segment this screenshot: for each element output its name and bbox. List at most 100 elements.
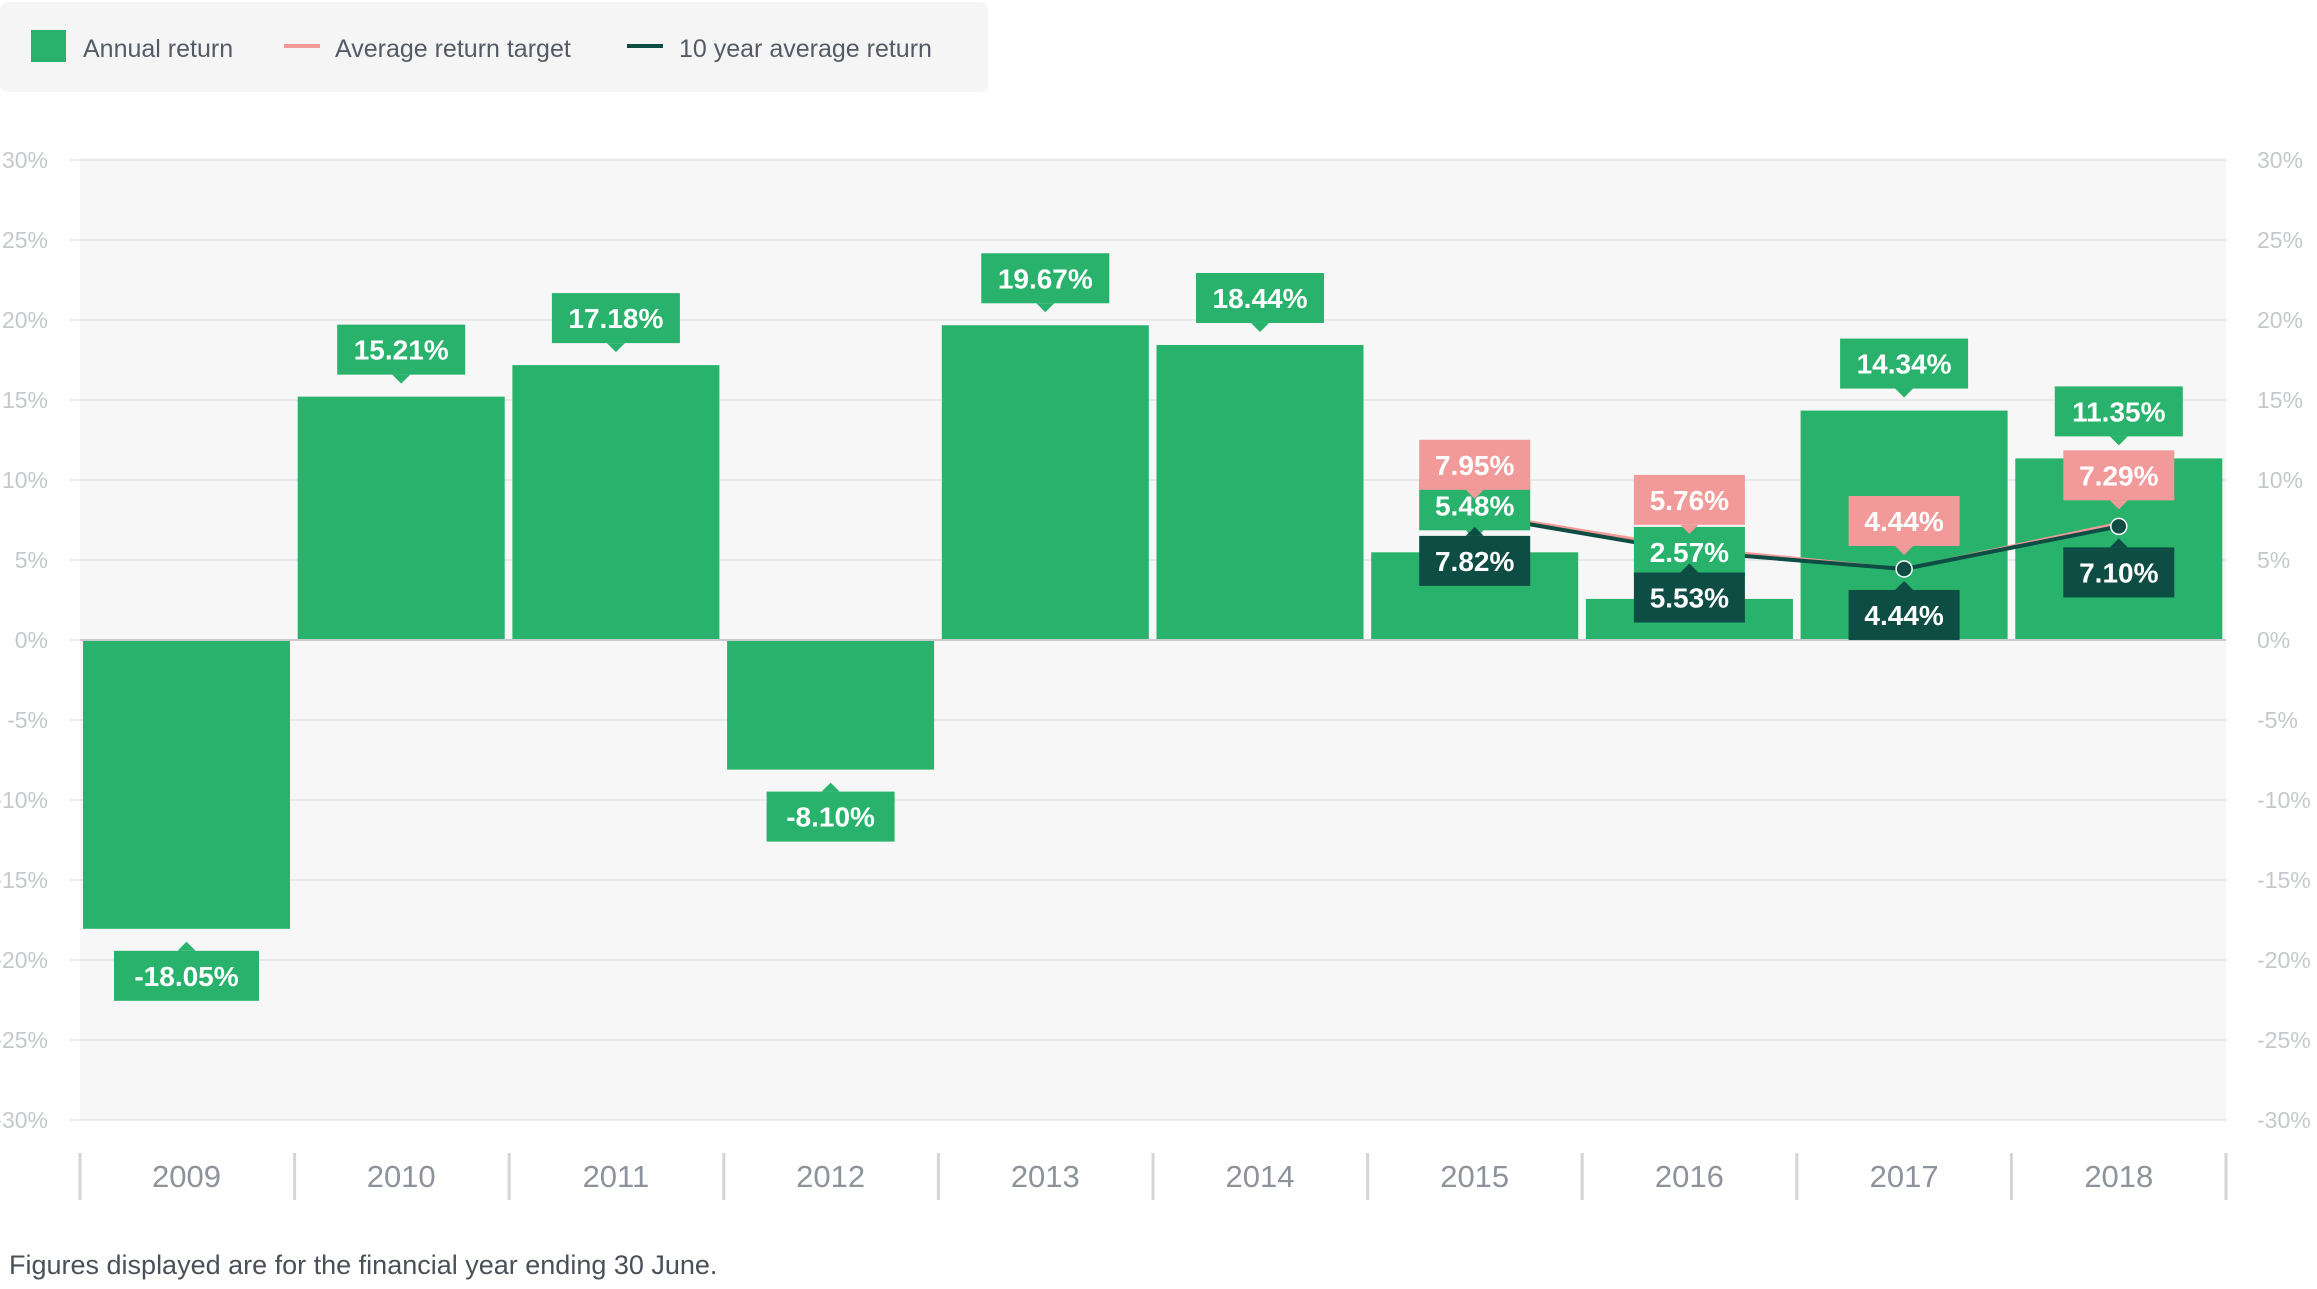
annual-return-label: -8.10% <box>786 802 875 833</box>
y-tick-label-left: 15% <box>2 387 48 413</box>
annual-return-label-pointer <box>821 782 840 792</box>
average-return-target-label-box <box>2063 450 2175 501</box>
y-tick-label-right: -15% <box>2257 867 2311 893</box>
annual-return-label: 19.67% <box>998 263 1093 294</box>
annual-return-bar <box>512 365 720 640</box>
annual-return-label-box <box>551 293 680 344</box>
y-tick-label-left: -20% <box>0 947 48 973</box>
x-category-label: 2018 <box>2084 1159 2153 1194</box>
y-tick-label-right: -5% <box>2257 707 2298 733</box>
annual-return-label-pointer <box>2109 436 2128 446</box>
y-tick-label-left: 5% <box>15 547 48 573</box>
10-year-average-return-line <box>1474 512 2120 571</box>
annual-return-label: 14.34% <box>1857 349 1952 380</box>
y-tick-label-right: 10% <box>2257 467 2303 493</box>
annual-return-label: 2.57% <box>1650 537 1729 568</box>
average-return-target-label-box <box>1633 474 1745 525</box>
x-category-label: 2017 <box>1870 1159 1939 1194</box>
10-year-average-return-label: 5.53% <box>1650 583 1729 614</box>
x-category-label: 2016 <box>1655 1159 1724 1194</box>
y-tick-label-right: 20% <box>2257 307 2303 333</box>
legend-label-annual-return[interactable]: Annual return <box>83 35 233 63</box>
x-category-label: 2012 <box>796 1159 865 1194</box>
y-axis-left: 30% 25% 20% 15% 10% 5% 0% -5% -10% -15% -20% -25% -3… <box>0 147 48 1133</box>
average-return-target-label-pointer <box>1465 489 1484 499</box>
average-return-target-label: 5.76% <box>1650 485 1729 516</box>
annual-return-label: 17.18% <box>568 303 663 334</box>
average-return-target-label: 7.95% <box>1435 450 1514 481</box>
10-year-average-return-label-box <box>1848 589 1960 640</box>
y-tick-label-right: 15% <box>2257 387 2303 413</box>
10-year-average-return-label-pointer <box>1895 580 1914 590</box>
y-tick-label-left: 20% <box>2 307 48 333</box>
average-return-target-label-pointer <box>1680 524 1699 534</box>
annual-return-label-box <box>2054 386 2183 437</box>
annual-return-label-box <box>1196 272 1324 323</box>
annual-return-label-pointer <box>177 941 196 951</box>
x-category-label: 2010 <box>367 1159 436 1194</box>
annual-return-label: 18.44% <box>1213 283 1308 314</box>
y-tick-label-right: -25% <box>2257 1027 2311 1053</box>
y-axis-right: 30% 25% 20% 15% 10% 5% 0% -5% -10% -15% -20% -25% -3… <box>2257 147 2311 1133</box>
y-tick-label-left: -25% <box>0 1027 48 1053</box>
legend-label-average-return-target[interactable]: Average return target <box>335 35 571 63</box>
10-year-average-return-marker <box>1895 560 1913 578</box>
annual-return-bar <box>83 640 290 929</box>
annual-return-label-box <box>766 791 895 842</box>
x-category-label: 2011 <box>583 1159 650 1194</box>
average-return-target-label-pointer <box>2109 500 2128 510</box>
y-tick-label-right: 30% <box>2257 147 2303 173</box>
10-year-average-return-label-pointer <box>1680 563 1699 573</box>
y-tick-label-left: 10% <box>2 467 48 493</box>
annual-return-label-box <box>1840 338 1969 389</box>
10-year-average-return-label-pointer <box>2109 538 2128 548</box>
y-tick-label-right: 5% <box>2257 547 2290 573</box>
legend: Annual return Average return target 10 y… <box>0 2 988 92</box>
annual-return-label-pointer <box>606 343 625 353</box>
annual-return-label-pointer <box>1895 388 1914 398</box>
annual-return-label: -18.05% <box>134 961 238 992</box>
y-tick-label-right: -20% <box>2257 947 2311 973</box>
y-tick-label-left: -30% <box>0 1107 48 1133</box>
annual-return-label-box <box>114 950 259 1001</box>
10-year-average-return-label-box <box>1633 572 1745 623</box>
annual-return-bar <box>1156 344 1364 640</box>
annual-return-label-pointer <box>392 374 411 384</box>
y-tick-label-left: -5% <box>7 707 48 733</box>
annual-return-label-pointer <box>1251 322 1269 332</box>
annual-return-label: 15.21% <box>354 335 449 366</box>
average-return-target-label-box <box>1848 495 1960 546</box>
x-category-label: 2009 <box>152 1159 221 1194</box>
data-labels: -18.05%15.21%17.18%-8.10%19.67%18.44%5.4… <box>114 253 2183 1001</box>
legend-label-10-year-average-return[interactable]: 10 year average return <box>679 35 932 63</box>
x-category-label: 2014 <box>1226 1159 1295 1194</box>
average-return-target-label-box <box>1419 439 1531 490</box>
annual-return-bar <box>297 396 505 640</box>
average-return-target-label-pointer <box>1895 545 1914 555</box>
y-tick-label-left: -10% <box>0 787 48 813</box>
y-tick-label-right: 25% <box>2257 227 2303 253</box>
y-tick-label-left: -15% <box>0 867 48 893</box>
average-return-target-label: 4.44% <box>1864 506 1943 537</box>
annual-return-bar <box>727 640 935 770</box>
y-tick-label-right: 0% <box>2257 627 2290 653</box>
10-year-average-return-label-box <box>2063 547 2175 598</box>
10-year-average-return-label: 7.82% <box>1435 546 1514 577</box>
annual-return-label-box <box>337 324 466 375</box>
x-axis: 2009 2010 2011 2012 2013 2014 2015 2016 2017 2018 <box>78 1153 2228 1200</box>
annual-return-label: 11.35% <box>2072 396 2166 427</box>
annual-return-label-pointer <box>1036 303 1055 313</box>
y-tick-label-left: 30% <box>2 147 48 173</box>
x-category-label: 2015 <box>1440 1159 1509 1194</box>
10-year-average-return-label: 4.44% <box>1864 600 1943 631</box>
legend-background <box>0 2 988 92</box>
10-year-average-return-marker <box>2110 517 2128 536</box>
10-year-average-return-label-pointer <box>1465 526 1484 536</box>
annual-return-bar <box>941 325 1149 640</box>
10-year-average-return-label: 7.10% <box>2079 557 2158 588</box>
y-tick-label-left: 25% <box>2 227 48 253</box>
legend-swatch-annual-return[interactable] <box>31 30 66 62</box>
y-tick-label-left: 0% <box>15 627 48 653</box>
footnote: Figures displayed are for the financial … <box>9 1250 717 1280</box>
